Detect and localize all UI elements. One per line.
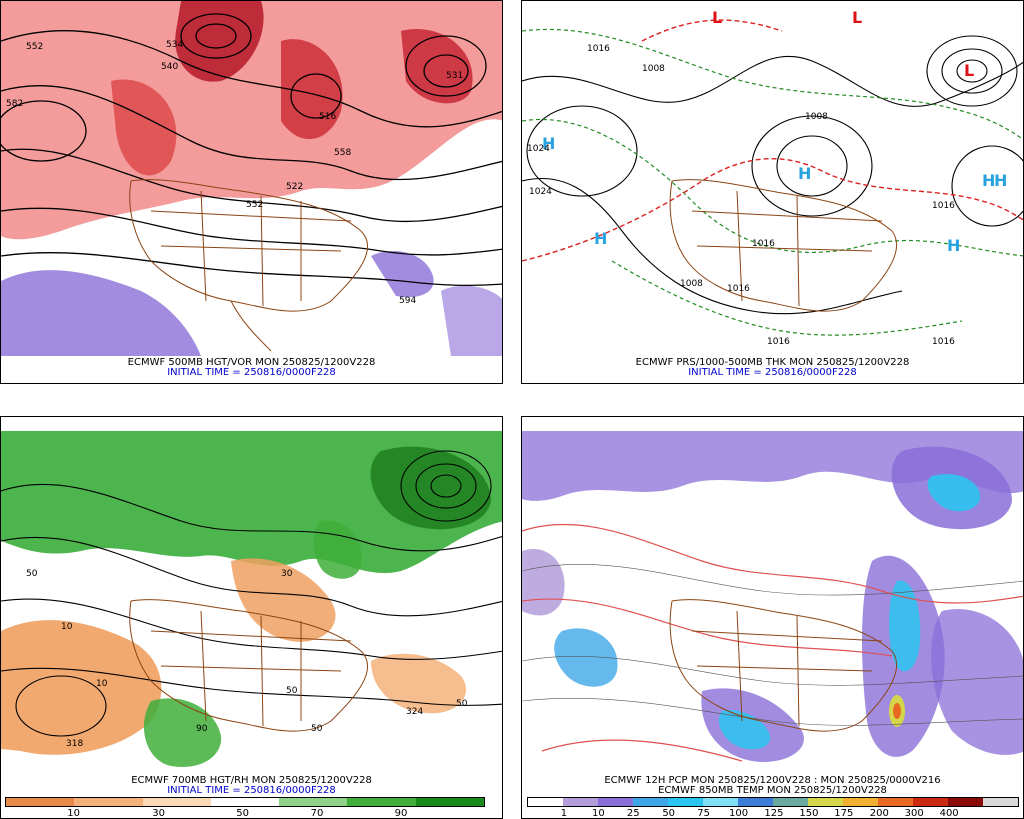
map-pressure-thickness: H H H H H H L L L 1016 1008 1024 1024 10… — [522, 1, 1023, 356]
contour-label: 10 — [96, 679, 108, 689]
contour-label: 50 — [456, 699, 468, 709]
colorbar-tick: 90 — [394, 808, 408, 819]
contour-label: 531 — [446, 71, 463, 81]
contour-label: 1016 — [932, 337, 955, 347]
colorbar-tick: 30 — [152, 808, 165, 819]
colorbar-tick: 10 — [67, 808, 80, 819]
low-pressure-label: L — [712, 8, 722, 27]
contour-label: 552 — [26, 42, 43, 52]
colorbar-swatch — [808, 798, 843, 806]
contour-label: 1008 — [805, 112, 828, 122]
colorbar-swatch — [74, 798, 143, 806]
low-pressure-label: L — [964, 61, 974, 80]
contour-label: 582 — [6, 99, 23, 109]
contour-label: 1024 — [529, 187, 552, 197]
colorbar-tick: 200 — [869, 808, 889, 819]
colorbar-tick: 25 — [626, 808, 640, 819]
initial-time: INITIAL TIME = 250816/0000F228 — [167, 785, 336, 796]
contour-label: 1024 — [527, 144, 550, 154]
high-pressure-label: H — [594, 229, 607, 248]
contour-label: 90 — [196, 724, 208, 734]
map-precipitation — [522, 431, 1023, 775]
contour-label: 1016 — [727, 284, 750, 294]
colorbar-swatch — [347, 798, 416, 806]
initial-time: INITIAL TIME = 250816/0000F228 — [167, 367, 336, 378]
colorbar-swatch — [633, 798, 668, 806]
colorbar-swatch — [668, 798, 703, 806]
contour-label: 1016 — [587, 44, 610, 54]
contour-label: 1016 — [752, 239, 775, 249]
high-pressure-label: H — [982, 171, 995, 190]
colorbar-tick: 75 — [697, 808, 710, 819]
colorbar-swatch — [142, 798, 211, 806]
contour-label: 318 — [66, 739, 83, 749]
colorbar-tick: 400 — [939, 808, 959, 819]
contour-label: 558 — [334, 148, 351, 158]
colorbar-tick: 100 — [729, 808, 749, 819]
contour-label: 1016 — [932, 201, 955, 211]
colorbar-swatch — [913, 798, 948, 806]
colorbar-tick: 50 — [236, 808, 249, 819]
high-pressure-label: H — [542, 134, 555, 153]
colorbar-tick: 50 — [662, 808, 676, 819]
colorbar-swatch — [773, 798, 808, 806]
colorbar-swatch — [878, 798, 913, 806]
colorbar-swatch — [948, 798, 983, 806]
contour-label: 324 — [406, 707, 423, 717]
low-pressure-label: L — [852, 8, 862, 27]
contour-label: 522 — [286, 182, 303, 192]
contour-label: 534 — [166, 40, 183, 50]
rh-colorbar-ticks: 10 30 50 70 90 — [5, 808, 485, 819]
colorbar-tick: 150 — [799, 808, 819, 819]
contour-label: 1008 — [642, 64, 665, 74]
panel-700mb-hgt-rh: 50 30 10 10 50 318 324 50 90 50 ECMWF 70… — [0, 416, 503, 819]
colorbar-swatch — [563, 798, 598, 806]
colorbar-tick: 175 — [834, 808, 854, 819]
contour-label: 10 — [61, 622, 73, 632]
contour-label: 1016 — [767, 337, 790, 347]
contour-label: 50 — [26, 569, 38, 579]
contour-label: 1008 — [680, 279, 703, 289]
contour-label: 516 — [319, 112, 336, 122]
map-700mb-rh: 50 30 10 10 50 318 324 50 90 50 — [1, 431, 502, 775]
initial-time: INITIAL TIME = 250816/0000F228 — [688, 367, 857, 378]
colorbar-tick: 10 — [591, 808, 605, 819]
colorbar-swatch — [598, 798, 633, 806]
colorbar-swatch — [738, 798, 773, 806]
colorbar-swatch — [279, 798, 348, 806]
panel-caption: ECMWF 700MB HGT/RH MON 250825/1200V228 — [131, 775, 372, 786]
panel-500mb-hgt-vor: 552 540 534 531 516 522 558 552 582 594 … — [0, 0, 503, 384]
colorbar-swatch — [415, 798, 484, 806]
contour-label: 50 — [286, 686, 298, 696]
panel-subcaption: ECMWF 850MB TEMP MON 250825/1200V228 — [658, 785, 887, 796]
colorbar-swatch — [983, 798, 1018, 806]
contour-label: 50 — [311, 724, 323, 734]
colorbar-tick: 1 — [560, 808, 568, 819]
colorbar-swatch — [528, 798, 563, 806]
contour-label: 30 — [281, 569, 293, 579]
precip-colorbar — [527, 797, 1019, 807]
colorbar-tick: 300 — [904, 808, 924, 819]
colorbar-swatch — [6, 798, 75, 806]
panel-caption: ECMWF PRS/1000-500MB THK MON 250825/1200… — [635, 357, 910, 368]
high-pressure-label: H — [994, 171, 1007, 190]
precip-colorbar-ticks: 1 10 25 50 75 100 125 150 175 200 300 40… — [527, 808, 1019, 819]
colorbar-tick: 70 — [310, 808, 324, 819]
panel-caption: ECMWF 500MB HGT/VOR MON 250825/1200V228 — [127, 357, 376, 368]
colorbar-tick: 125 — [764, 808, 784, 819]
colorbar-swatch — [210, 798, 280, 806]
contour-label: 594 — [399, 296, 416, 306]
colorbar-swatch — [703, 798, 738, 806]
rh-colorbar — [5, 797, 485, 807]
high-pressure-label: H — [798, 164, 811, 183]
colorbar-swatch — [843, 798, 878, 806]
map-500mb-vorticity: 552 540 534 531 516 522 558 552 582 594 — [1, 1, 502, 356]
contour-label: 552 — [246, 200, 263, 210]
panel-12h-pcp-850mb-temp: ECMWF 12H PCP MON 250825/1200V228 : MON … — [521, 416, 1024, 819]
panel-caption: ECMWF 12H PCP MON 250825/1200V228 : MON … — [604, 775, 941, 786]
contour-label: 540 — [161, 62, 178, 72]
high-pressure-label: H — [947, 236, 960, 255]
panel-prs-thickness: H H H H H H L L L 1016 1008 1024 1024 10… — [521, 0, 1024, 384]
